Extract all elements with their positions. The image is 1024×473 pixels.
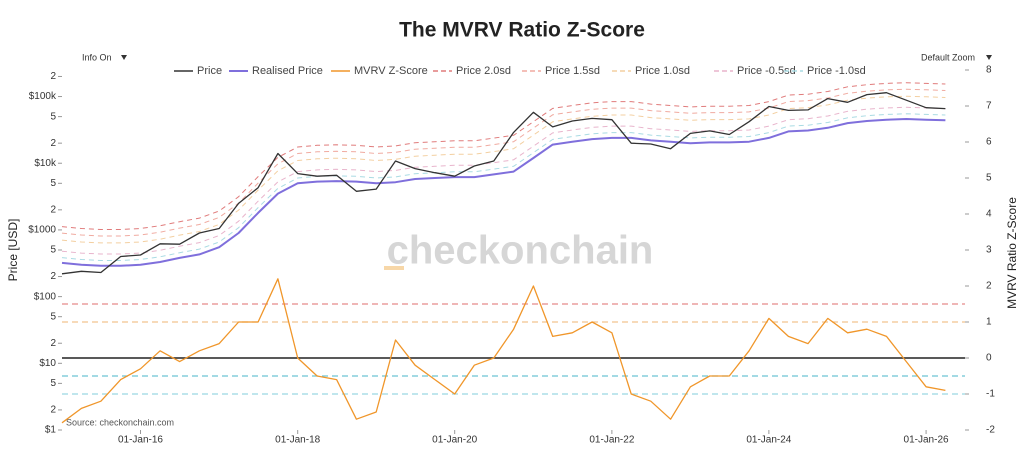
watermark: checkonchain [387,229,654,273]
y-tick-label: $1 [45,425,57,436]
y-tick-label: 2 [50,338,56,349]
y2-tick-label: 3 [986,245,992,256]
series-line [61,95,946,244]
y-tick-label: 2 [50,138,56,149]
legend-label: Price 2.0sd [456,65,511,77]
y2-tick-label: 2 [986,281,992,292]
series-line [61,113,946,261]
y2-tick-label: 0 [986,353,992,364]
y-tick-label: 2 [50,204,56,215]
legend-label: Price [197,65,222,77]
y-tick-label: 5 [50,245,56,256]
series-line [61,92,946,275]
zoom-toggle[interactable]: Default Zoom [921,52,975,62]
x-tick-label: 01-Jan-18 [275,435,320,446]
y-tick-label: 5 [50,311,56,322]
x-tick-label: 01-Jan-26 [904,435,949,446]
y2-tick-label: 8 [986,65,992,76]
x-tick-label: 01-Jan-22 [589,435,634,446]
legend-label: MVRV Z-Score [354,65,428,77]
legend-label: Price -1.0sd [807,65,866,77]
chart-title: The MVRV Ratio Z-Score [399,19,645,42]
y-axis-title: Price [USD] [6,219,20,282]
y-tick-label: 5 [50,111,56,122]
y2-tick-label: -1 [986,389,995,400]
source-note: Source: checkonchain.com [66,417,174,427]
y-tick-label: $10k [34,158,57,169]
y-tick-label: 5 [50,178,56,189]
y-tick-label: $100 [34,291,57,302]
y2-axis-title: MVRV Ratio Z-Score [1005,197,1019,309]
y-tick-label: 5 [50,378,56,389]
series-line [61,118,946,267]
y2-tick-label: -2 [986,425,995,436]
y2-tick-label: 6 [986,137,992,148]
legend-label: Price -0.5sd [737,65,796,77]
dropdown-icon[interactable] [121,55,127,60]
legend-label: Price 1.0sd [635,65,690,77]
y2-tick-label: 1 [986,317,992,328]
info-toggle[interactable]: Info On [82,52,112,62]
series-line [61,278,946,424]
x-tick-label: 01-Jan-24 [746,435,791,446]
y2-tick-label: 4 [986,209,992,220]
legend-label: Realised Price [252,65,323,77]
x-tick-label: 01-Jan-20 [432,435,477,446]
series-line [61,88,946,237]
watermark-mark [384,266,404,270]
y-tick-label: 2 [50,405,56,416]
dropdown-icon[interactable] [986,55,992,60]
y-tick-label: 2 [50,71,56,82]
y-tick-label: 2 [50,271,56,282]
x-tick-label: 01-Jan-16 [118,435,163,446]
series-line [61,106,946,255]
legend-label: Price 1.5sd [545,65,600,77]
y2-tick-label: 7 [986,101,992,112]
y-tick-label: $100k [29,91,57,102]
series-line [61,82,946,230]
y-tick-label: $10 [39,358,56,369]
y-tick-label: $1000 [28,225,56,236]
y2-tick-label: 5 [986,173,992,184]
